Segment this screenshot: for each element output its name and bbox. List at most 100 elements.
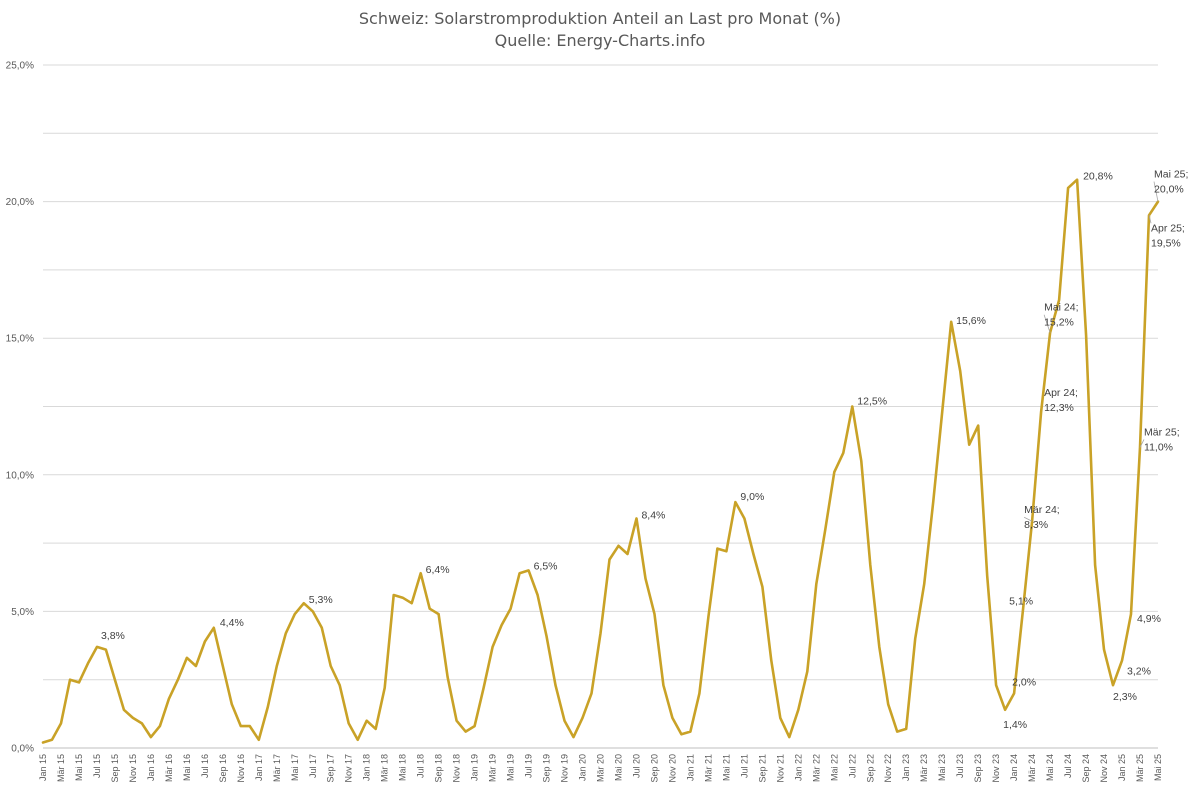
y-tick-label: 5,0%	[11, 607, 34, 618]
x-tick-label: Sep 22	[865, 754, 875, 783]
x-tick-label: Mai 21	[721, 754, 731, 781]
x-tick-label: Jan 25	[1117, 754, 1127, 781]
data-label: Mär 25; 11,0%	[1144, 426, 1180, 453]
x-tick-label: Jul 24	[1063, 754, 1073, 778]
x-tick-label: Mai 24	[1045, 754, 1055, 781]
x-tick-label: Jul 20	[631, 754, 641, 778]
chart-subtitle: Quelle: Energy-Charts.info	[495, 31, 706, 50]
x-tick-label: Jul 17	[308, 754, 318, 778]
series	[41, 178, 1160, 744]
data-label: 2,0%	[1012, 676, 1036, 688]
data-label: 6,4%	[426, 564, 450, 576]
data-label: 3,8%	[101, 630, 125, 642]
x-tick-label: Mai 16	[182, 754, 192, 781]
x-tick-label: Mai 22	[829, 754, 839, 781]
x-tick-label: Mai 19	[506, 754, 516, 781]
x-tick-label: Mär 23	[919, 754, 929, 782]
x-tick-label: Sep 18	[434, 754, 444, 783]
x-tick-label: Jul 19	[524, 754, 534, 778]
data-label: 15,6%	[956, 315, 986, 327]
x-tick-label: Sep 20	[649, 754, 659, 783]
data-label: Mär 24; 8,3%	[1024, 504, 1060, 531]
x-tick-label: Mär 16	[164, 754, 174, 782]
x-tick-label: Mär 17	[272, 754, 282, 782]
x-tick-label: Mär 19	[488, 754, 498, 782]
y-axis: 0,0% 5,0% 10,0% 15,0% 20,0% 25,0%	[6, 61, 34, 755]
data-label: Mai 24; 15,2%	[1044, 302, 1078, 329]
x-tick-label: Nov 16	[236, 754, 246, 783]
x-tick-label: Mär 24	[1027, 754, 1037, 782]
y-tick-label: 0,0%	[11, 744, 34, 755]
x-tick-label: Mai 17	[290, 754, 300, 781]
label-leader	[1148, 215, 1152, 224]
x-tick-label: Mär 20	[596, 754, 606, 782]
data-label: 4,9%	[1137, 613, 1161, 625]
data-label: 9,0%	[740, 491, 764, 503]
label-leader	[1043, 314, 1051, 333]
x-tick-label: Sep 24	[1081, 754, 1091, 783]
x-tick-label: Mai 23	[937, 754, 947, 781]
x-tick-label: Jan 17	[254, 754, 264, 781]
x-tick-label: Mär 22	[811, 754, 821, 782]
x-tick-label: Nov 24	[1099, 754, 1109, 783]
x-tick-label: Nov 18	[452, 754, 462, 783]
y-tick-label: 10,0%	[6, 470, 34, 481]
x-tick-label: Sep 19	[542, 754, 552, 783]
x-tick-label: Nov 20	[667, 754, 677, 783]
x-tick-label: Sep 21	[757, 754, 767, 783]
series-line	[41, 178, 1160, 744]
x-tick-label: Jul 15	[92, 754, 102, 778]
x-tick-label: Jul 18	[416, 754, 426, 778]
x-tick-label: Mai 20	[613, 754, 623, 781]
x-tick-label: Nov 23	[991, 754, 1001, 783]
x-tick-label: Jan 21	[685, 754, 695, 781]
x-tick-label: Jan 22	[793, 754, 803, 781]
x-tick-label: Nov 22	[883, 754, 893, 783]
x-tick-label: Nov 17	[344, 754, 354, 783]
x-tick-label: Mai 15	[74, 754, 84, 781]
data-label: 4,4%	[220, 617, 244, 629]
x-tick-label: Mär 21	[703, 754, 713, 782]
data-label: 5,3%	[309, 594, 333, 606]
x-tick-label: Sep 16	[218, 754, 228, 783]
x-tick-label: Mär 25	[1135, 754, 1145, 782]
x-tick-label: Sep 15	[110, 754, 120, 783]
x-tick-label: Nov 19	[560, 754, 570, 783]
data-label: 2,3%	[1113, 691, 1137, 703]
x-tick-label: Jan 20	[578, 754, 588, 781]
data-label: 20,8%	[1083, 171, 1113, 183]
label-leader	[1139, 439, 1145, 448]
x-tick-label: Jul 22	[847, 754, 857, 778]
x-tick-label: Jan 18	[362, 754, 372, 781]
y-tick-label: 20,0%	[6, 197, 34, 208]
data-label: Apr 25; 19,5%	[1151, 222, 1185, 249]
data-label: Apr 24; 12,3%	[1044, 387, 1078, 414]
y-tick-label: 15,0%	[6, 334, 34, 345]
data-label: 8,4%	[641, 510, 665, 522]
y-tick-label: 25,0%	[6, 61, 34, 72]
x-tick-label: Mai 18	[398, 754, 408, 781]
data-label: Mai 25; 20,0%	[1154, 169, 1188, 196]
x-tick-label: Mär 15	[56, 754, 66, 782]
data-label: 3,2%	[1127, 666, 1151, 678]
x-tick-label: Jan 15	[38, 754, 48, 781]
x-tick-label: Mai 25	[1153, 754, 1163, 781]
x-tick-label: Jul 21	[739, 754, 749, 778]
label-leader	[1023, 516, 1033, 522]
x-tick-label: Sep 23	[973, 754, 983, 783]
x-tick-label: Sep 17	[326, 754, 336, 783]
x-tick-label: Nov 15	[128, 754, 138, 783]
gridlines	[43, 64, 1158, 749]
x-tick-label: Nov 21	[775, 754, 785, 783]
x-tick-label: Jan 16	[146, 754, 156, 781]
data-label: 1,4%	[1003, 719, 1027, 731]
x-tick-label: Jul 23	[955, 754, 965, 778]
x-tick-label: Jan 24	[1009, 754, 1019, 781]
x-tick-label: Jul 16	[200, 754, 210, 778]
x-tick-label: Jan 19	[470, 754, 480, 781]
data-label: 6,5%	[534, 560, 558, 572]
label-leader	[1153, 181, 1159, 202]
x-tick-label: Mär 18	[380, 754, 390, 782]
